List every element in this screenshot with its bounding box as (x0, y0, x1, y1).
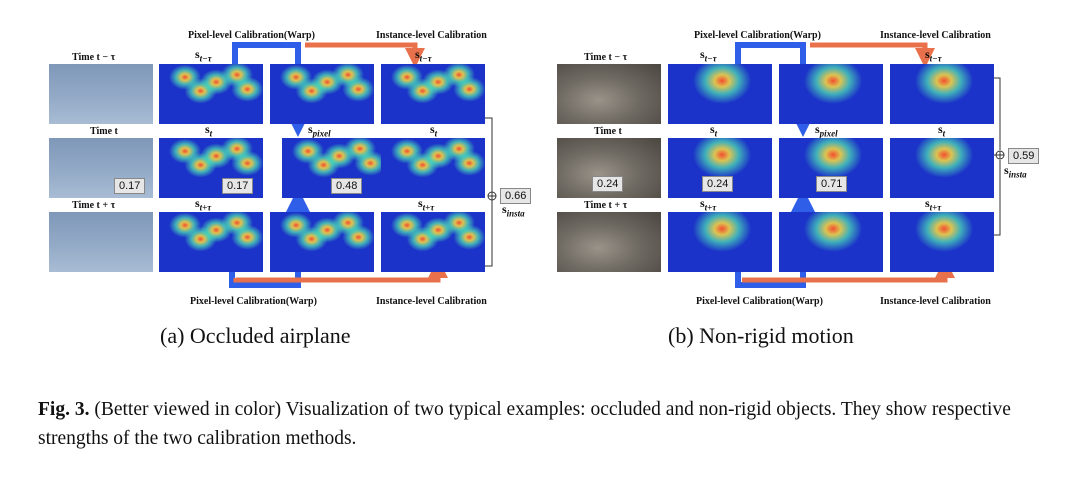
panel-a-s-prev-label: st−τ (195, 47, 212, 64)
panel-a-score-s-insta: 0.66 (500, 188, 532, 204)
panel-b-score-s-cur: 0.24 (702, 176, 734, 192)
panel-a-frame-prev (49, 64, 153, 124)
panel-a-s-cur-label: st (205, 122, 213, 139)
panel-b-top-warp-title: Pixel-level Calibration(Warp) (694, 30, 821, 41)
panel-a-heat-warp-bottom (270, 212, 374, 272)
panel-a-heat-insta-cur (381, 138, 485, 198)
panel-a-caption: (a) Occluded airplane (160, 323, 351, 348)
panel-a-s-cur-label-2: st (430, 122, 438, 139)
panel-b-score-s-insta: 0.59 (1008, 148, 1040, 164)
panel-b-heat-cur (668, 138, 772, 198)
panel-b-frame-next (557, 212, 661, 272)
panel-b-s-cur-label-2: st (938, 122, 946, 139)
panel-a-s-insta-label: sinsta (502, 202, 525, 219)
panel-b-s-pixel-label: spixel (815, 122, 838, 139)
panel-b-heat-next (668, 212, 772, 272)
panel-b-s-insta-label: sinsta (1004, 163, 1027, 180)
panel-b-s-cur-label: st (710, 122, 718, 139)
panel-a-heat-insta-next (381, 212, 485, 272)
panel-a-heat-prev (159, 64, 263, 124)
panel-b-heat-insta-next (890, 212, 994, 272)
panel-a-frame-next (49, 212, 153, 272)
panel-b-time-cur-label: Time t (594, 126, 622, 137)
panel-a-bottom-instance-title: Instance-level Calibration (376, 296, 487, 307)
panel-b-heat-warp-top (779, 64, 883, 124)
panel-b-score-frame-cur: 0.24 (592, 176, 624, 192)
panel-b-bottom-warp-title: Pixel-level Calibration(Warp) (696, 296, 823, 307)
panel-a-top-warp-title: Pixel-level Calibration(Warp) (188, 30, 315, 41)
panel-a-time-prev-label: Time t − τ (72, 52, 116, 63)
panel-b-time-next-label: Time t + τ (584, 200, 628, 211)
panel-b-s-next-label-2: st+τ (925, 196, 942, 213)
panel-a-time-cur-label: Time t (90, 126, 118, 137)
panel-b-s-prev-label: st−τ (700, 47, 717, 64)
panel-b-heat-prev (668, 64, 772, 124)
panel-a-s-prev-label-2: st−τ (415, 47, 432, 64)
panel-a-s-next-label-2: st+τ (418, 196, 435, 213)
panel-b-time-prev-label: Time t − τ (584, 52, 628, 63)
panel-b-frame-prev (557, 64, 661, 124)
panel-a-s-pixel-label: spixel (308, 122, 331, 139)
panel-a-top-instance-title: Instance-level Calibration (376, 30, 487, 41)
panel-a-s-next-label: st+τ (195, 196, 212, 213)
panel-a-score-s-cur: 0.17 (222, 178, 254, 194)
figure-caption-text: (Better viewed in color) Visualization o… (38, 399, 1011, 449)
panel-b-s-prev-label-2: st−τ (925, 47, 942, 64)
panel-b-heat-warp-bottom (779, 212, 883, 272)
panel-b-heat-insta-cur (890, 138, 994, 198)
panel-a-heat-warp-top (270, 64, 374, 124)
panel-a-heat-insta-prev (381, 64, 485, 124)
panel-b-score-s-pixel: 0.71 (816, 176, 848, 192)
panel-b-heat-insta-prev (890, 64, 994, 124)
panel-a-score-frame-cur: 0.17 (114, 178, 146, 194)
panel-b-top-instance-title: Instance-level Calibration (880, 30, 991, 41)
figure-caption-label: Fig. 3. (38, 399, 90, 420)
panel-b-s-next-label: st+τ (700, 196, 717, 213)
panel-a-bottom-warp-title: Pixel-level Calibration(Warp) (190, 296, 317, 307)
panel-a-time-next-label: Time t + τ (72, 200, 116, 211)
panel-b-bottom-instance-title: Instance-level Calibration (880, 296, 991, 307)
panel-b-caption: (b) Non-rigid motion (668, 323, 854, 348)
panel-a-score-s-pixel: 0.48 (331, 178, 363, 194)
panel-a-heat-next (159, 212, 263, 272)
figure-caption: Fig. 3. (Better viewed in color) Visuali… (38, 395, 1048, 453)
